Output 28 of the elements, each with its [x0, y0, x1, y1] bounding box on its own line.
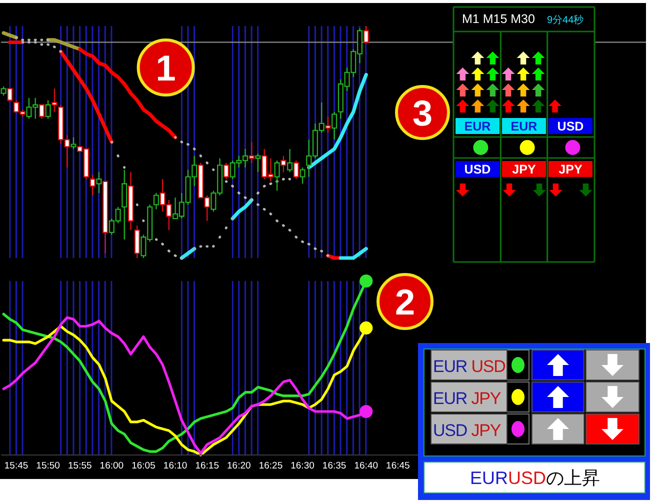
annotation: EUR [464, 120, 491, 134]
x-tick-label: 16:05 [132, 460, 156, 472]
annotation: JPY [558, 162, 583, 176]
legend-label: USD JPY [433, 421, 501, 440]
x-tick-label: 16:10 [163, 460, 188, 472]
x-tick-label: 16:25 [258, 460, 283, 472]
x-tick-label: 15:55 [68, 460, 92, 472]
annotation: USD [464, 162, 491, 176]
x-tick-label: 16:20 [226, 460, 251, 472]
x-tick-label: 16:35 [322, 460, 346, 472]
x-tick-label: 16:40 [354, 460, 378, 472]
annotation: USD [557, 120, 584, 134]
x-tick-label: 15:50 [36, 460, 60, 472]
annotation: 3 [412, 92, 433, 134]
annotation: 9分44秒 [547, 14, 584, 26]
x-tick-label: 16:45 [386, 460, 410, 472]
legend-label: EUR JPY [433, 389, 501, 408]
x-tick-label: 15:45 [4, 460, 28, 472]
annotation: 2 [394, 281, 416, 322]
annotation: 1 [156, 47, 176, 88]
x-tick-label: 16:00 [100, 460, 124, 472]
legend-label: EUR USD [433, 357, 506, 376]
annotation: M1 M15 M30 [462, 12, 535, 26]
text: EURUSDの上昇 [470, 468, 600, 488]
x-tick-label: 16:15 [195, 460, 219, 472]
x-tick-label: 16:30 [290, 460, 314, 472]
annotation: JPY [512, 162, 536, 176]
annotation: EUR [510, 120, 538, 134]
